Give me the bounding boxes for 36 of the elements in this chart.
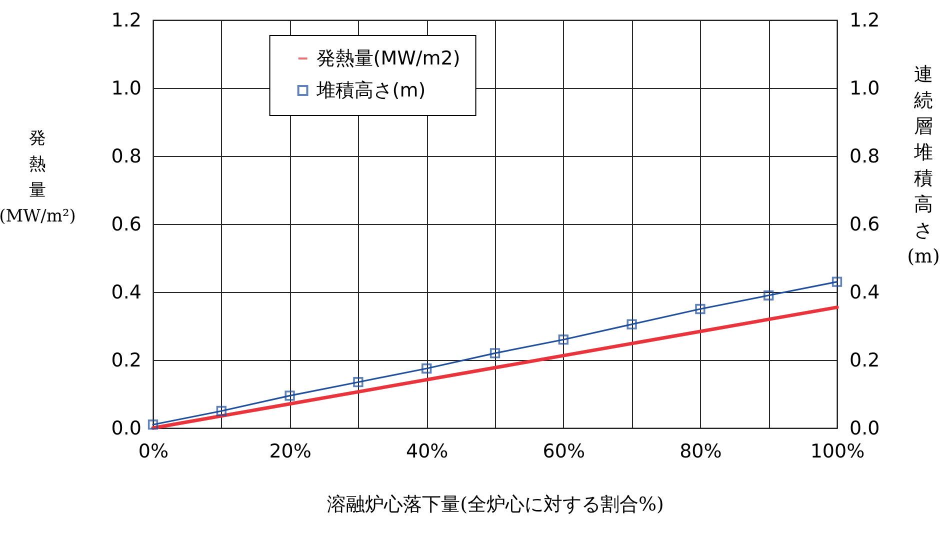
y2-tick-label: 0.0 bbox=[850, 418, 880, 440]
y2-tick-label: 1.0 bbox=[850, 78, 880, 100]
y-tick-label: 0.2 bbox=[111, 350, 142, 372]
y-tick-label: 0.6 bbox=[111, 214, 142, 236]
y2-tick-label: 0.2 bbox=[850, 350, 880, 372]
x-tick-label: 80% bbox=[680, 440, 722, 462]
y2-tick-label: 0.4 bbox=[850, 282, 880, 304]
y-tick-label: 1.0 bbox=[111, 78, 142, 100]
point bbox=[422, 363, 432, 374]
y-tick-label: 0.8 bbox=[111, 146, 142, 168]
point bbox=[490, 348, 500, 358]
x-axis-title: 溶融炉心落下量(全炉心に対する割合%) bbox=[327, 494, 664, 516]
point bbox=[558, 334, 568, 345]
legend-label: 堆積高さ(m) bbox=[315, 80, 426, 102]
point bbox=[284, 390, 295, 401]
legend-label: 発熱量(MW/m2) bbox=[316, 48, 460, 70]
x-tick-label: 20% bbox=[269, 440, 312, 462]
point bbox=[764, 290, 774, 300]
point bbox=[626, 319, 637, 330]
y2-tick-label: 0.8 bbox=[850, 146, 880, 168]
point bbox=[216, 406, 226, 416]
point bbox=[832, 276, 842, 287]
y-tick-label: 1.2 bbox=[111, 10, 142, 32]
y2-tick-label: 1.2 bbox=[850, 10, 880, 32]
x-tick-label: 40% bbox=[406, 440, 448, 462]
point bbox=[695, 304, 706, 314]
y-tick-label: 0.4 bbox=[111, 282, 142, 304]
y-tick-label: 0.0 bbox=[111, 418, 142, 440]
y-axis-title: 発熱量 (MW/m²) bbox=[0, 128, 76, 226]
point bbox=[353, 377, 364, 388]
x-tick-label: 60% bbox=[542, 440, 586, 462]
y2-tick-label: 0.6 bbox=[850, 214, 880, 236]
point bbox=[148, 420, 158, 430]
y2-axis-title: 連続層堆積高さ (m) bbox=[907, 64, 940, 268]
x-tick-label: 100% bbox=[810, 440, 865, 462]
x-tick-label: 0% bbox=[138, 440, 169, 462]
